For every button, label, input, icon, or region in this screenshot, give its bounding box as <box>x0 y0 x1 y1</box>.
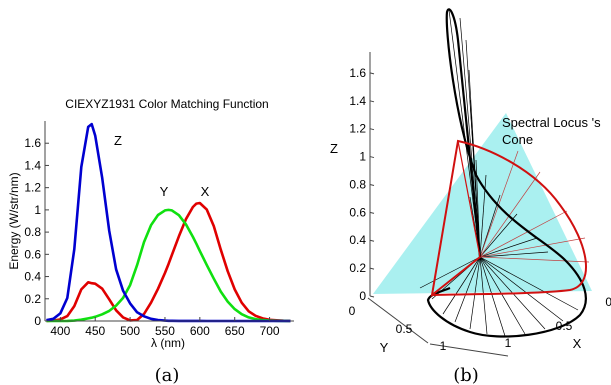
z-tick-mark <box>369 183 375 186</box>
y-axis-ticks-3d: 0 0.5 1 <box>349 304 447 353</box>
x-tick-label: 600 <box>190 324 210 338</box>
caption-a: (a) <box>155 365 180 385</box>
z-tick-label: 0.2 <box>349 261 366 275</box>
z-tick-label: 0 <box>359 289 366 303</box>
chart-b-z-ticks: 0 0.2 0.4 0.6 0.8 1 1.2 1.4 1.6 <box>349 66 375 303</box>
x-axis-label: λ (nm) <box>151 336 185 350</box>
series-z-line <box>46 122 291 323</box>
z-tick-label: 1.6 <box>349 66 366 80</box>
z-tick-label: 0.8 <box>349 177 366 191</box>
chart-a-x-ticks: 400 450 500 550 600 650 700 <box>50 317 280 338</box>
x-tick-label: 700 <box>260 324 280 338</box>
x-tick-label: 650 <box>225 324 245 338</box>
x-tick-0: 0 <box>605 295 611 309</box>
y-tick-1: 1 <box>440 339 447 353</box>
spectral-locus-cone <box>373 113 592 294</box>
cone-annotation-line2: Cone <box>502 132 533 147</box>
panel-a: CIEXYZ1931 Color Matching Function 00.20… <box>7 97 294 385</box>
caption-b: (b) <box>453 365 479 385</box>
z-tick-mark <box>369 128 375 131</box>
x-tick-label: 450 <box>85 324 105 338</box>
z-tick-mark <box>369 267 375 270</box>
y-tick-label: 1 <box>34 203 41 217</box>
y-axis-label-3d: Y <box>380 340 389 355</box>
series-y-line <box>46 208 291 323</box>
y-tick-label: 0.2 <box>24 292 41 306</box>
z-axis-label: Z <box>330 141 338 156</box>
chart-a-series <box>46 122 291 323</box>
y-tick-label: 0.8 <box>24 225 41 239</box>
z-tick-label: 0.6 <box>349 205 366 219</box>
panel-b: 0 0.2 0.4 0.6 0.8 1 1.2 1.4 1.6 Z 0 0.5 1 Y 0 0.… <box>330 8 611 385</box>
z-tick-mark <box>369 156 375 159</box>
y-tick-label: 1.4 <box>24 158 41 172</box>
z-tick-mark <box>369 72 375 75</box>
z-tick-mark <box>369 239 375 242</box>
z-tick-label: 1.4 <box>349 94 366 108</box>
y-tick-label: 0.6 <box>24 247 41 261</box>
triangle-radial-lines <box>479 150 590 263</box>
series-label-z: Z <box>114 133 122 148</box>
y-tick-label: 0.4 <box>24 270 41 284</box>
series-x-line <box>46 201 291 323</box>
z-tick-label: 1.2 <box>349 122 366 136</box>
chart-title: CIEXYZ1931 Color Matching Function <box>65 97 268 111</box>
x-axis-label-3d: X <box>573 336 582 351</box>
y-tick-label: 0 <box>34 314 41 328</box>
x-axis-ticks-3d: 0 0.5 1 <box>505 295 611 350</box>
z-tick-label: 1 <box>359 150 366 164</box>
chart-a-axes <box>44 121 294 322</box>
z-tick-mark <box>369 100 375 103</box>
cone-annotation-line1: Spectral Locus 's <box>502 115 601 130</box>
red-triangle <box>430 139 587 298</box>
x-tick-label: 550 <box>155 324 175 338</box>
x-tick-0.5: 0.5 <box>556 319 573 333</box>
red-triangle-edge <box>457 140 481 258</box>
z-tick-mark <box>369 295 375 298</box>
y-tick-label: 1.2 <box>24 181 41 195</box>
series-label-y: Y <box>160 184 169 199</box>
y-tick-0.5: 0.5 <box>396 322 413 336</box>
x-tick-label: 400 <box>50 324 70 338</box>
y-tick-0: 0 <box>349 304 356 318</box>
series-label-x: X <box>201 184 210 199</box>
chart-a-y-ticks: 0 0.2 0.4 0.6 0.8 1 1.2 1.4 1.6 <box>24 136 49 328</box>
y-tick-label: 1.6 <box>24 136 41 150</box>
x-tick-label: 500 <box>120 324 140 338</box>
z-tick-mark <box>369 211 375 214</box>
spectral-locus-curve <box>426 8 587 338</box>
z-tick-label: 0.4 <box>349 233 366 247</box>
y-axis-label: Energy (W/str/nm) <box>7 172 21 269</box>
x-tick-1: 1 <box>505 336 512 350</box>
chart-b-axes <box>367 52 509 357</box>
